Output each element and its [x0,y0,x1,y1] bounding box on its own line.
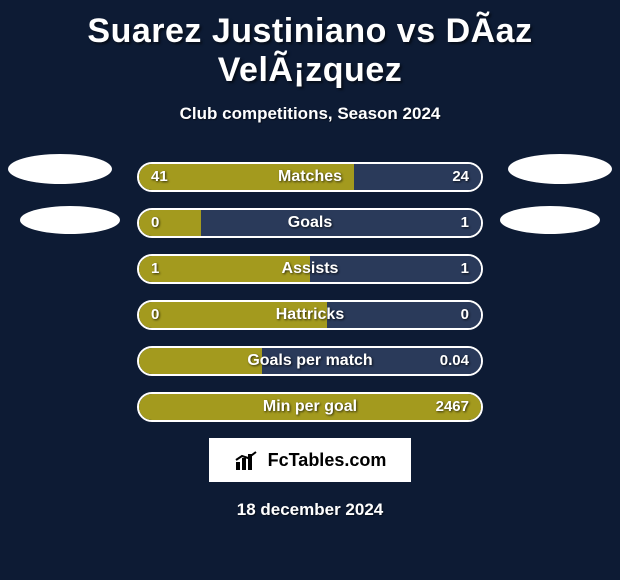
avatar-right-primary [508,154,612,184]
avatar-left-primary [8,154,112,184]
subtitle: Club competitions, Season 2024 [0,104,620,124]
stat-value-left: 1 [151,256,159,284]
chart-icon [234,450,262,470]
stat-label: Min per goal [139,394,481,422]
stat-row: Min per goal2467 [137,392,483,422]
stat-label: Goals per match [139,348,481,376]
stat-value-right: 0.04 [440,348,469,376]
stat-label: Goals [139,210,481,238]
brand-logo: FcTables.com [209,438,411,482]
stat-label: Hattricks [139,302,481,330]
stat-value-right: 24 [452,164,469,192]
stat-row: Goals per match0.04 [137,346,483,376]
stat-row: Assists1 1 [137,254,483,284]
avatar-left-secondary [20,206,120,234]
logo-text: FcTables.com [268,450,387,471]
stat-row: Matches41 24 [137,162,483,192]
stat-row: Goals0 1 [137,208,483,238]
stat-label: Matches [139,164,481,192]
date-label: 18 december 2024 [0,500,620,520]
stat-value-right: 2467 [436,394,469,422]
stat-value-left: 0 [151,302,159,330]
comparison-chart: Matches4124Goals01Assists11Hattricks00Go… [0,162,620,422]
stat-value-right: 1 [461,256,469,284]
avatar-right-secondary [500,206,600,234]
page-title: Suarez Justiniano vs DÃ­az VelÃ¡zquez [0,0,620,90]
stat-value-left: 0 [151,210,159,238]
stat-value-right: 0 [461,302,469,330]
stat-value-right: 1 [461,210,469,238]
stat-label: Assists [139,256,481,284]
stat-row: Hattricks0 0 [137,300,483,330]
stat-value-left: 41 [151,164,168,192]
